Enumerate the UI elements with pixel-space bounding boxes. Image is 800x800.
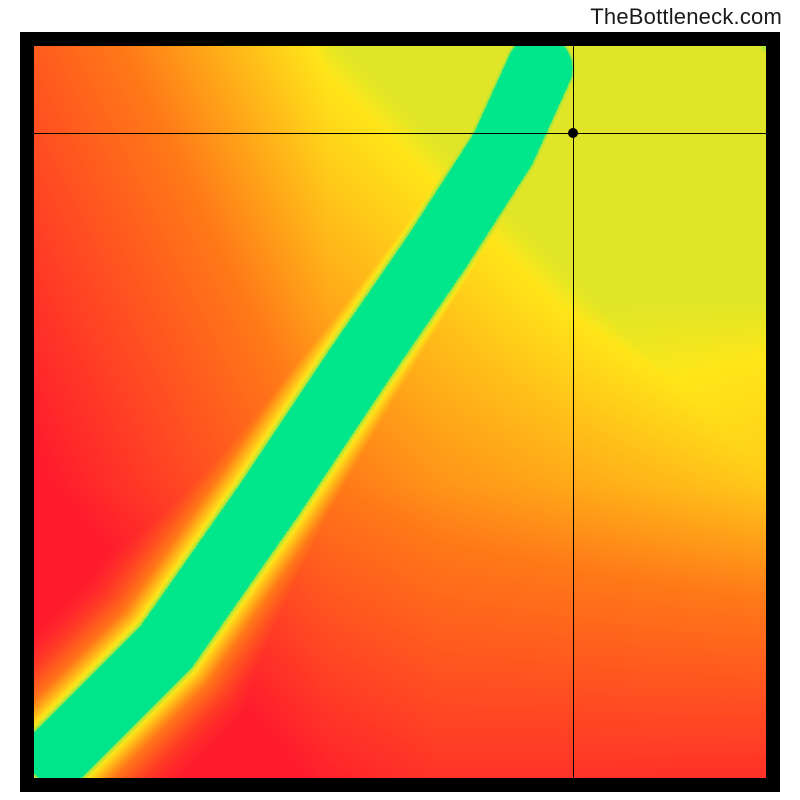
root-container: { "watermark": "TheBottleneck.com", "can…	[0, 0, 800, 800]
heatmap-frame	[20, 32, 780, 792]
crosshair-vertical-line	[573, 46, 574, 778]
watermark-text: TheBottleneck.com	[590, 4, 782, 30]
crosshair-dot	[568, 128, 578, 138]
crosshair-horizontal-line	[34, 133, 766, 134]
heatmap-canvas	[34, 46, 766, 778]
